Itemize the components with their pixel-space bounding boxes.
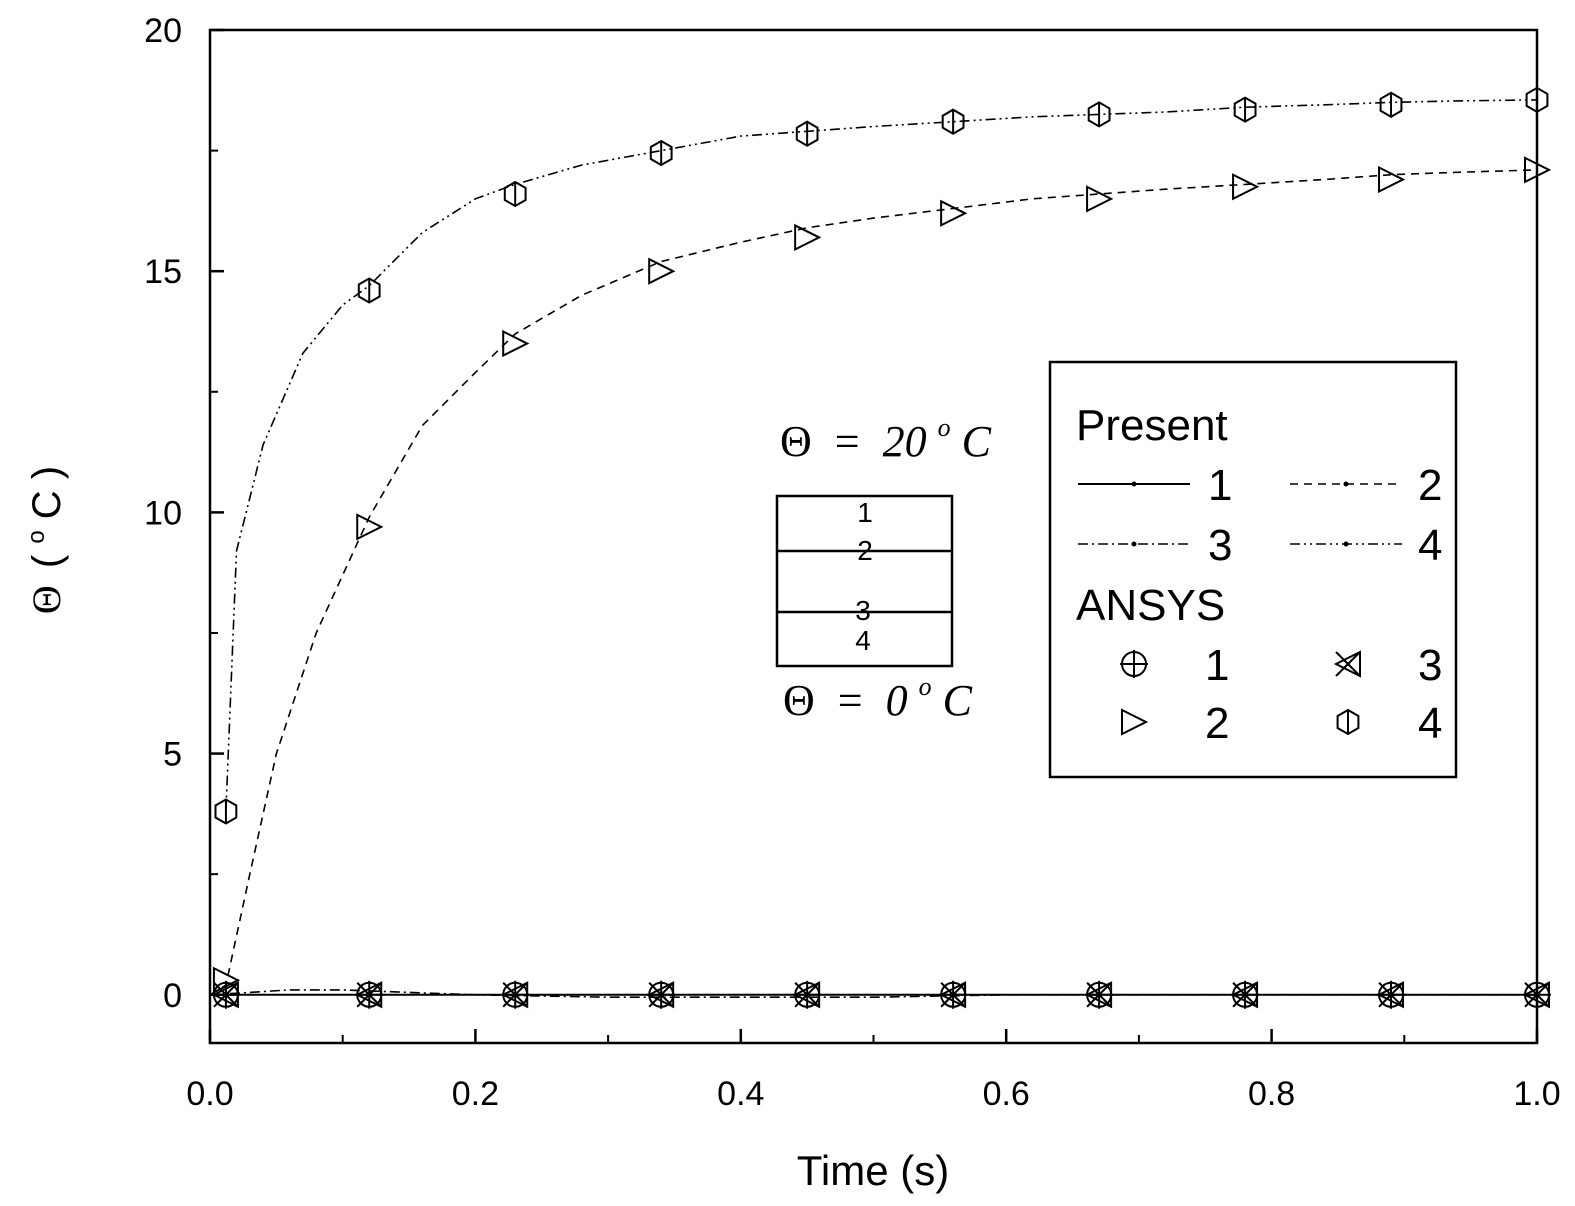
ansys-point-3 (355, 981, 383, 1009)
legend-line-dot (1343, 481, 1349, 487)
legend-line-dot (1343, 541, 1349, 547)
ansys-point-2 (940, 199, 968, 227)
y-axis-label-symbol: Θ (24, 585, 69, 614)
legend-line-dot (1131, 541, 1137, 547)
ansys-point-2 (794, 223, 822, 252)
legend-label-present-3: 3 (1208, 521, 1232, 570)
ansys-point-2 (1232, 173, 1260, 201)
ansys-point-3 (1230, 981, 1259, 1009)
legend-marker-4 (1336, 708, 1360, 736)
y-axis-ticks: 0 5 10 15 20 (144, 12, 224, 1015)
x-tick-label: 0.0 (186, 1075, 233, 1113)
inset-diagram: Θ = 20 o C 1 2 3 4 Θ = 0 o C (775, 397, 992, 725)
ansys-point-3 (646, 981, 675, 1009)
x-tick-label: 0.8 (1248, 1075, 1295, 1113)
legend-present-title: Present (1076, 401, 1228, 450)
ansys-point-3 (500, 981, 529, 1009)
x-tick-label: 0.6 (983, 1075, 1030, 1113)
y-axis-label-degree: o (23, 530, 50, 543)
series-line-4 (225, 99, 1538, 812)
x-tick-label: 0.2 (452, 1075, 499, 1113)
y-axis-label: Θ ( o C ) (9, 466, 69, 614)
legend-label-ansys-1: 1 (1205, 641, 1229, 690)
inset-bottom-condition: Θ = 0 o C (783, 656, 973, 725)
ansys-point-4 (941, 108, 965, 135)
series-lines (209, 99, 1538, 998)
ansys-point-2 (1086, 185, 1114, 213)
ansys-point-4 (795, 120, 819, 147)
ansys-point-4 (214, 798, 238, 825)
x-tick-label: 1.0 (1513, 1075, 1560, 1113)
legend-box (1048, 360, 1458, 779)
ansys-point-3 (1376, 981, 1405, 1009)
ansys-point-4 (503, 180, 527, 208)
y-tick-label: 0 (163, 977, 182, 1015)
y-tick-label: 10 (144, 494, 182, 532)
ansys-point-4 (357, 277, 381, 304)
inset-layer-label-2: 2 (857, 535, 873, 566)
inset-top-condition: Θ = 20 o C (780, 397, 992, 466)
legend-marker-1 (1120, 650, 1148, 678)
y-axis-label-unit: C (25, 490, 69, 519)
series-line-2 (209, 169, 1538, 996)
ansys-point-4 (649, 139, 673, 167)
inset-layer-label-4: 4 (855, 625, 871, 656)
svg-text:Θ ( o C: Θ ( o C ) (9, 466, 69, 614)
x-axis-ticks: 0.0 0.2 0.4 0.6 0.8 1.0 (186, 1029, 1561, 1113)
ansys-point-4 (1233, 96, 1257, 123)
inset-layer-box (775, 494, 954, 668)
inset-layer-label-3: 3 (855, 595, 871, 626)
ansys-point-2 (502, 329, 530, 358)
ansys-point-2 (212, 966, 241, 994)
y-tick-label: 15 (144, 253, 182, 291)
inset-layer-label-1: 1 (857, 497, 873, 528)
ansys-point-3 (211, 981, 239, 1009)
legend-marker-3 (1333, 650, 1361, 678)
x-axis-label: Time (s) (797, 1147, 949, 1194)
ansys-point-3 (1084, 981, 1113, 1009)
legend-label-ansys-4: 4 (1418, 699, 1442, 748)
series-line-3 (209, 989, 1537, 998)
x-tick-label: 0.4 (717, 1075, 764, 1113)
legend: Present ANSYS 1 2 3 4 1 3 2 4 (1048, 360, 1458, 779)
y-tick-label: 20 (144, 12, 182, 50)
ansys-point-2 (648, 257, 676, 285)
ansys-point-3 (792, 981, 821, 1009)
ansys-point-4 (1379, 91, 1403, 118)
ansys-point-2 (1378, 165, 1406, 194)
ansys-point-4 (1087, 101, 1111, 128)
legend-label-ansys-3: 3 (1418, 641, 1442, 690)
legend-label-present-4: 4 (1418, 521, 1442, 570)
legend-line-dot (1131, 481, 1137, 487)
legend-label-present-1: 1 (1208, 461, 1232, 510)
y-tick-label: 5 (163, 736, 182, 774)
ansys-point-2 (356, 513, 384, 541)
ansys-point-3 (938, 981, 967, 1009)
legend-ansys-title: ANSYS (1076, 581, 1225, 630)
legend-entries: 1 2 3 4 1 3 2 4 (1078, 461, 1442, 748)
legend-label-ansys-2: 2 (1205, 699, 1229, 748)
legend-marker-2 (1121, 708, 1149, 736)
legend-label-present-2: 2 (1418, 461, 1442, 510)
